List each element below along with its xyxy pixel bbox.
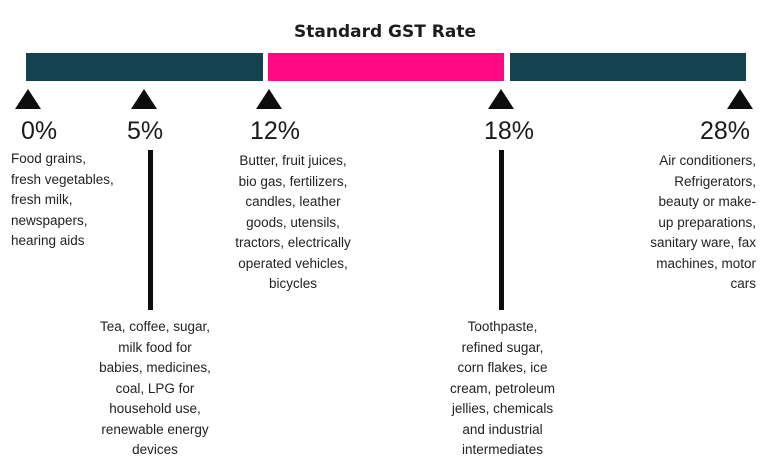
- rate-label-12: 12%: [250, 117, 301, 145]
- rate-items-18: Toothpaste, refined sugar, corn flakes, …: [449, 319, 556, 457]
- rate-bar-standard-segment: [268, 53, 504, 81]
- rate-bar-right-segment: [510, 53, 746, 81]
- marker-18-triangle: [488, 89, 514, 109]
- marker-28-triangle: [727, 89, 753, 109]
- rate-items-0: Food grains, fresh vegetables, fresh mil…: [11, 151, 114, 248]
- rate-items-28: Air conditioners, Refrigerators, beauty …: [650, 153, 756, 291]
- rate-label-0: 0%: [21, 117, 58, 145]
- diagram-title: Standard GST Rate: [294, 22, 476, 42]
- rate-items-12: Butter, fruit juices, bio gas, fertilize…: [235, 153, 351, 291]
- marker-12-triangle: [256, 89, 282, 109]
- marker-5-triangle: [131, 89, 157, 109]
- marker-0-triangle: [15, 89, 41, 109]
- rate-label-5: 5%: [127, 117, 164, 145]
- rate-items-5: Tea, coffee, sugar, milk food for babies…: [99, 319, 211, 457]
- rate-label-18: 18%: [484, 117, 535, 145]
- rate-bar-left-segment: [26, 53, 263, 81]
- marker-5-stem: [148, 150, 153, 310]
- marker-18-stem: [499, 150, 504, 310]
- rate-label-28: 28%: [700, 117, 751, 145]
